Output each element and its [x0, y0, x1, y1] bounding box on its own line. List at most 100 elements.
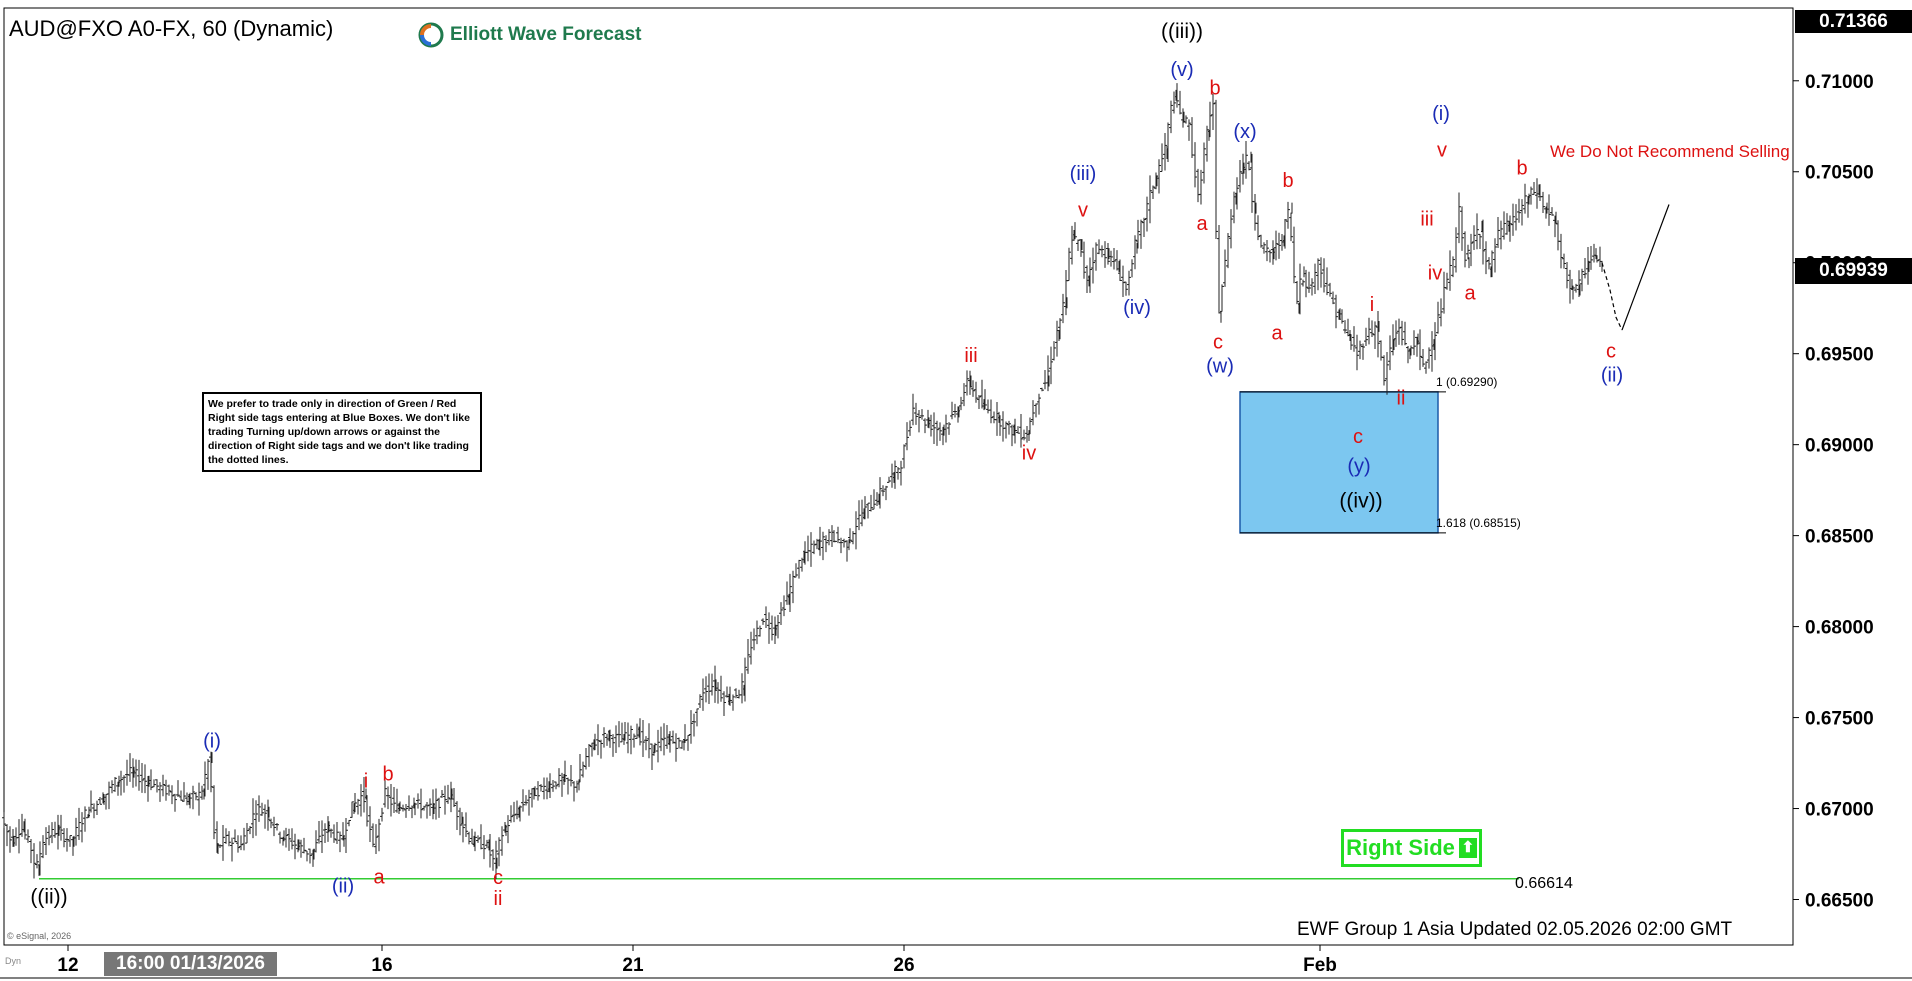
ohlc-bar	[1394, 320, 1398, 347]
ohlc-bar	[317, 820, 321, 844]
ohlc-bar	[1331, 291, 1335, 305]
wave-label: a	[373, 866, 385, 888]
ohlc-bar	[1337, 309, 1341, 320]
ohlc-bar	[245, 823, 249, 844]
ohlc-bar	[1235, 177, 1239, 210]
ohlc-bar	[212, 785, 216, 840]
ohlc-bar	[545, 777, 549, 800]
ohlc-bar	[206, 759, 210, 790]
ohlc-bar	[758, 625, 762, 637]
ohlc-bar	[1316, 258, 1320, 291]
plot-border	[3, 7, 1794, 946]
ohlc-bar	[1268, 249, 1272, 263]
trading-notice: We prefer to trade only in direction of …	[202, 392, 482, 472]
ohlc-bar	[572, 781, 576, 802]
ohlc-bar	[557, 768, 561, 788]
ohlc-bar	[1172, 91, 1176, 114]
ohlc-bar	[1466, 244, 1470, 260]
wave-label: v	[1437, 139, 1447, 161]
ohlc-bar	[881, 485, 885, 497]
ohlc-bar	[839, 537, 843, 554]
ohlc-bar	[515, 800, 519, 820]
ohlc-bar	[1058, 318, 1062, 340]
ohlc-bar	[1475, 213, 1479, 250]
update-footer: EWF Group 1 Asia Updated 02.05.2026 02:0…	[1297, 919, 1733, 940]
copyright-text: © eSignal, 2026	[7, 931, 72, 941]
ohlc-bar	[641, 719, 645, 757]
time-tick-label: Feb	[1303, 955, 1337, 976]
up-arrow-icon: ⬆	[1458, 838, 1477, 858]
ohlc-bar	[899, 460, 903, 486]
ohlc-bar	[656, 729, 660, 763]
ohlc-bar	[953, 403, 957, 418]
ohlc-bar	[1103, 241, 1107, 268]
ohlc-bar	[1109, 250, 1113, 267]
ohlc-bar	[419, 788, 423, 819]
ohlc-bar	[908, 420, 912, 436]
ohlc-bar	[62, 828, 66, 848]
ohlc-bar	[1556, 220, 1560, 251]
projection-solid	[1621, 204, 1670, 331]
ohlc-bar	[533, 786, 537, 797]
ohlc-bar	[1523, 183, 1527, 214]
ohlc-bar	[626, 722, 630, 754]
ohlc-bar	[320, 820, 324, 853]
ohlc-bar	[350, 801, 354, 818]
ohlc-bar	[1535, 178, 1539, 209]
ohlc-bar	[845, 540, 849, 562]
ohlc-bar	[1520, 199, 1524, 226]
ohlc-bar	[644, 736, 648, 751]
time-tick-label: 21	[622, 955, 644, 976]
ohlc-bar	[614, 725, 618, 754]
ohlc-bar	[521, 789, 525, 812]
ohlc-bar	[1403, 321, 1407, 346]
ohlc-bar	[1421, 349, 1425, 367]
ohlc-bar	[476, 835, 480, 843]
ohlc-bar	[161, 774, 165, 797]
ohlc-bar	[461, 816, 465, 843]
ohlc-bar	[1340, 309, 1344, 324]
ohlc-bar	[1457, 192, 1461, 244]
ohlc-bar	[1232, 191, 1236, 224]
ohlc-bar	[629, 725, 633, 755]
ohlc-bar	[665, 724, 669, 749]
ohlc-bar	[1019, 413, 1023, 448]
ohlc-bar	[1046, 355, 1050, 392]
ohlc-bar	[74, 817, 78, 846]
ohlc-bar	[761, 618, 765, 625]
ohlc-bar	[368, 806, 372, 842]
ohlc-bar	[836, 526, 840, 544]
ohlc-bar	[662, 723, 666, 756]
ohlc-bar	[782, 595, 786, 617]
time-tick-label: 16	[371, 955, 392, 976]
ohlc-bar	[41, 835, 45, 859]
ohlc-bar	[98, 796, 102, 805]
ohlc-bar	[1205, 125, 1209, 162]
support-level-label: 0.66614	[1515, 875, 1573, 892]
ohlc-bar	[539, 784, 543, 792]
ohlc-bar	[89, 790, 93, 813]
ohlc-bar	[1196, 168, 1200, 203]
ohlc-bar	[338, 831, 342, 853]
ohlc-bar	[857, 500, 861, 531]
ohlc-bar	[1469, 233, 1473, 267]
ohlc-bar	[860, 499, 864, 527]
ohlc-bar	[269, 818, 273, 829]
ohlc-bar	[902, 444, 906, 460]
ohlc-bar	[602, 727, 606, 748]
ohlc-bar	[1166, 122, 1170, 162]
ohlc-bar	[1052, 341, 1056, 361]
fib-level-1-label: 1 (0.69290)	[1436, 375, 1498, 389]
ohlc-bar	[812, 540, 816, 555]
wave-labels: ((ii))(i)(ii)iabciiiiiivv(iii)(iv)(v)((i…	[30, 20, 1623, 910]
ohlc-bar	[377, 818, 381, 852]
ohlc-bar	[236, 835, 240, 853]
ohlc-bar	[290, 828, 294, 850]
crosshair-date-label: 16:00 01/13/2026	[104, 952, 277, 976]
ohlc-bar	[1514, 204, 1518, 231]
wave-label: ((ii))	[30, 886, 67, 909]
ohlc-bar	[821, 531, 825, 561]
ohlc-bar	[164, 779, 168, 801]
ohlc-bar	[1148, 175, 1152, 224]
ohlc-bar	[1436, 301, 1440, 334]
